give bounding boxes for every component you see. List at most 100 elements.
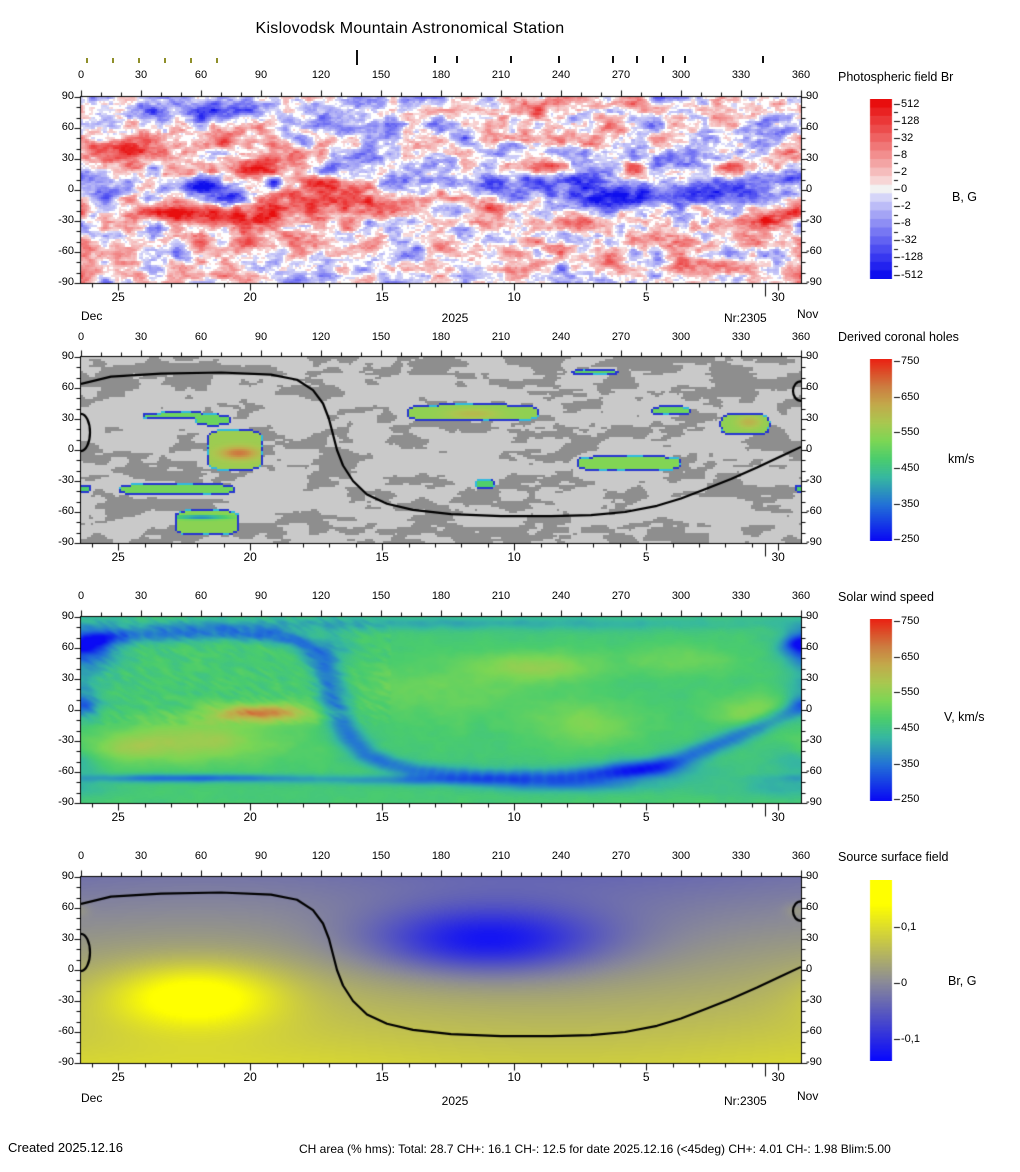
lon-tick-label: 60 <box>194 850 208 862</box>
colorbar-tick-label: 512 <box>901 97 920 110</box>
date-marker-tick <box>456 56 458 63</box>
lon-tick-label: 300 <box>671 69 691 81</box>
lon-tick-label: 0 <box>77 69 85 81</box>
lat-tick-label-right: 30 <box>806 412 819 424</box>
date-day-label: 10 <box>507 810 521 824</box>
lat-tick-label-left: -30 <box>58 994 74 1006</box>
date-day-label: 10 <box>507 1070 521 1084</box>
colorbar-tick-label: 0 <box>901 977 908 990</box>
lon-tick-label: 240 <box>551 331 571 343</box>
lon-tick-label: 180 <box>431 850 451 862</box>
lat-tick-label-left: 0 <box>67 963 74 975</box>
lat-tick-label-right: 0 <box>806 183 813 195</box>
date-day-label: 5 <box>642 810 650 824</box>
lat-tick-label-left: -60 <box>58 245 74 257</box>
date-day-label: 25 <box>111 290 125 304</box>
lat-tick-label-right: 30 <box>806 672 819 684</box>
lat-tick-label-left: 60 <box>61 901 74 913</box>
lat-tick-label-left: -90 <box>58 796 74 808</box>
lon-tick-label: 330 <box>731 331 751 343</box>
lat-tick-label-left: 30 <box>61 932 74 944</box>
lat-tick-label-left: -60 <box>58 505 74 517</box>
rotation-number-label-4: Nr:2305 <box>724 1094 767 1108</box>
lon-tick-label: 300 <box>671 590 691 602</box>
colorbar-tick-label: 2 <box>901 165 908 178</box>
lon-tick-label: 90 <box>254 331 268 343</box>
lat-tick-label-right: -90 <box>806 1056 822 1068</box>
colorbar-tick-label: -8 <box>901 217 911 230</box>
date-day-label: 15 <box>375 1070 389 1084</box>
lon-tick-label: 120 <box>311 69 331 81</box>
lon-tick-label: 60 <box>194 69 208 81</box>
photospheric-units-label: B, G <box>952 190 978 204</box>
date-day-label: 30 <box>771 550 785 564</box>
photospheric-field-map-canvas <box>69 85 813 301</box>
lat-tick-label-right: -90 <box>806 536 822 548</box>
month-left-label-1: Dec <box>81 309 103 323</box>
colorbar-tick-label: 0 <box>901 183 908 195</box>
date-day-label: 30 <box>771 1070 785 1084</box>
lat-tick-label-right: 60 <box>806 121 819 133</box>
lon-tick-label: 150 <box>371 590 391 602</box>
wind-speed-colorbar-title: Solar wind speed <box>838 590 934 604</box>
source-surface-colorbar-title: Source surface field <box>838 850 949 864</box>
lon-tick-label: 120 <box>311 331 331 343</box>
lon-tick-label: 180 <box>431 331 451 343</box>
lat-tick-label-right: -60 <box>806 1025 822 1037</box>
lat-tick-label-left: -90 <box>58 276 74 288</box>
date-marker-tick <box>558 56 560 63</box>
date-marker-tick <box>190 58 192 63</box>
coronal-holes-map-canvas <box>69 345 813 561</box>
lon-tick-label: 330 <box>731 850 751 862</box>
coronal-holes-colorbar-title: Derived coronal holes <box>838 330 959 344</box>
lat-tick-label-right: 60 <box>806 901 819 913</box>
source-surface-map-canvas <box>69 865 813 1081</box>
colorbar-tick-label: 350 <box>901 757 920 770</box>
lon-tick-label: 0 <box>77 850 85 862</box>
lon-tick-label: 150 <box>371 69 391 81</box>
wind-speed-units-label: V, km/s <box>944 710 985 724</box>
date-marker-tick <box>662 56 664 63</box>
lon-tick-label: 30 <box>134 331 148 343</box>
month-right-label-4: Nov <box>797 1089 819 1103</box>
lat-tick-label-right: -30 <box>806 734 822 746</box>
lon-tick-label: 150 <box>371 850 391 862</box>
lat-tick-label-left: -60 <box>58 1025 74 1037</box>
lat-tick-label-left: 30 <box>61 672 74 684</box>
lat-tick-label-right: -60 <box>806 765 822 777</box>
lon-tick-label: 360 <box>791 331 811 343</box>
lat-tick-label-right: 30 <box>806 932 819 944</box>
lon-tick-label: 0 <box>77 590 85 602</box>
colorbar-tick-label: 32 <box>901 131 914 144</box>
lat-tick-label-left: 0 <box>67 183 74 195</box>
colorbar-tick-label: 650 <box>901 650 920 663</box>
lon-tick-label: 30 <box>134 69 148 81</box>
lon-tick-label: 240 <box>551 850 571 862</box>
lon-tick-label: 90 <box>254 69 268 81</box>
date-day-label: 5 <box>642 1070 650 1084</box>
lon-tick-label: 360 <box>791 850 811 862</box>
lon-tick-label: 180 <box>431 69 451 81</box>
lon-tick-label: 120 <box>311 850 331 862</box>
colorbar-tick-label: 8 <box>901 148 908 161</box>
colorbar-tick-label: -32 <box>901 234 917 247</box>
year-label-1: 2025 <box>441 311 469 325</box>
month-right-label-1: Nov <box>797 307 819 321</box>
lon-tick-label: 120 <box>311 590 331 602</box>
lat-tick-label-left: 30 <box>61 412 74 424</box>
lat-tick-label-left: 0 <box>67 443 74 455</box>
lon-tick-label: 150 <box>371 331 391 343</box>
source-surface-colorbar-canvas <box>868 880 904 1061</box>
date-day-label: 5 <box>642 550 650 564</box>
lat-tick-label-right: 0 <box>806 703 813 715</box>
date-marker-tick <box>356 50 358 65</box>
lat-tick-label-right: -30 <box>806 474 822 486</box>
lon-tick-label: 270 <box>611 69 631 81</box>
lat-tick-label-left: 60 <box>61 121 74 133</box>
colorbar-tick-label: 450 <box>901 462 920 475</box>
wind-speed-colorbar-canvas <box>868 619 904 801</box>
date-marker-tick <box>636 56 638 63</box>
date-day-label: 25 <box>111 1070 125 1084</box>
lon-tick-label: 300 <box>671 331 691 343</box>
